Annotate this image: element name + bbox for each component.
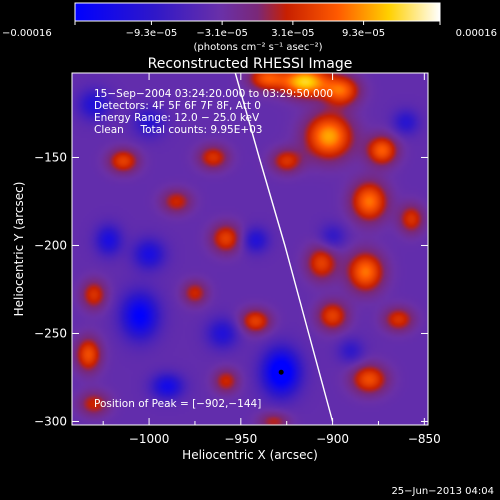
axis-ticks: −1000 −950 −900 −850 −150 −200 −250 −300 xyxy=(34,73,441,446)
annotations: 15−Sep−2004 03:24:20.000 to 03:29:50.000… xyxy=(94,88,333,410)
colorbar-tick-label: −0.00016 xyxy=(2,28,52,39)
heatmap-image xyxy=(72,73,428,425)
annotation-detectors: Detectors: 4F 5F 6F 7F 8F, Att 0 xyxy=(94,100,261,112)
y-tick-label: −200 xyxy=(34,238,67,252)
x-tick-label: −900 xyxy=(316,432,349,446)
peak-marker xyxy=(278,369,284,375)
colorbar-tick-label: −3.1e−05 xyxy=(196,28,248,39)
annotation-clean: Clean Total counts: 9.95E+03 xyxy=(94,124,263,136)
chart-title: Reconstructed RHESSI Image xyxy=(148,56,353,72)
colorbar xyxy=(74,2,441,22)
colorbar-tick-label: 9.3e−05 xyxy=(342,28,385,39)
y-axis-label: Heliocentric Y (arcsec) xyxy=(12,182,26,317)
y-tick-label: −300 xyxy=(34,414,67,428)
colorbar-ticks: −0.00016 −9.3e−05 −3.1e−05 3.1e−05 9.3e−05 0.… xyxy=(2,21,497,39)
plot-frame xyxy=(71,72,429,426)
colorbar-tick-label: −9.3e−05 xyxy=(126,28,178,39)
colorbar-tick-label: 3.1e−05 xyxy=(271,28,314,39)
y-tick-label: −150 xyxy=(34,150,67,164)
y-tick-label: −250 xyxy=(34,326,67,340)
x-axis-label: Heliocentric X (arcsec) xyxy=(182,448,318,462)
annotation-peak-position: Position of Peak = [−902,−144] xyxy=(94,398,261,410)
x-tick-label: −850 xyxy=(408,432,441,446)
colorbar-tick-label: 0.00016 xyxy=(456,28,497,39)
annotation-energy-range: Energy Range: 12.0 − 25.0 keV xyxy=(94,112,260,124)
annotation-time-range: 15−Sep−2004 03:24:20.000 to 03:29:50.000 xyxy=(94,88,333,100)
x-tick-label: −1000 xyxy=(129,432,170,446)
colorbar-units-label: (photons cm⁻² s⁻¹ asec⁻²) xyxy=(193,42,322,53)
solar-limb-line xyxy=(234,73,334,422)
footer-timestamp: 25−Jun−2013 04:04 xyxy=(391,486,494,497)
x-tick-label: −950 xyxy=(224,432,257,446)
